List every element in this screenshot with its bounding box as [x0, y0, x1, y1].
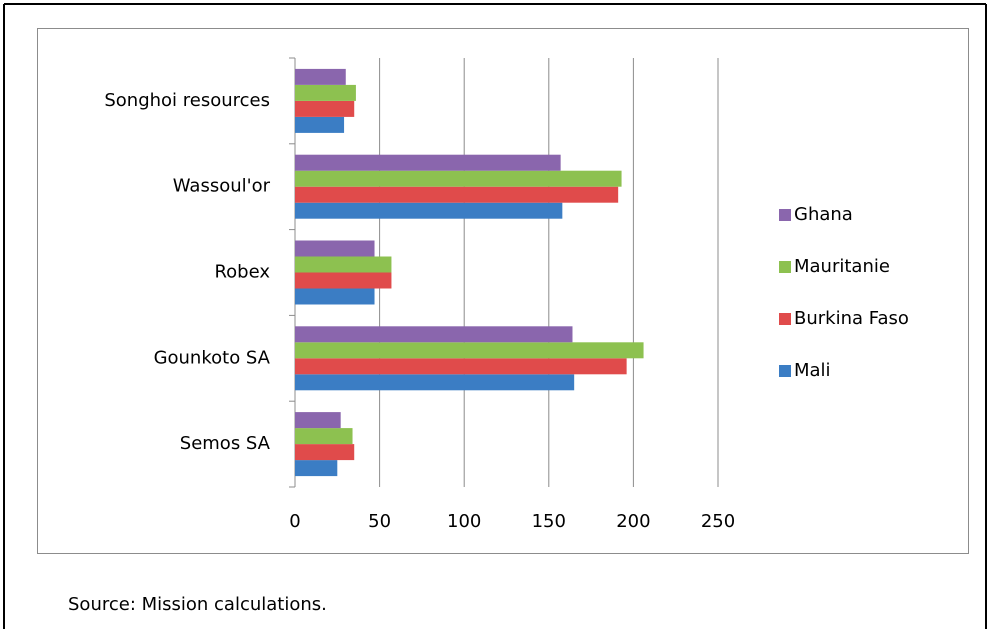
legend-label: Burkina Faso	[794, 308, 909, 329]
bar	[295, 444, 355, 461]
bar	[295, 84, 356, 101]
chart-area	[37, 28, 969, 554]
y-tick-label: Songhoi resources	[104, 90, 270, 111]
bar	[295, 374, 575, 391]
bar	[295, 412, 341, 429]
bar	[295, 326, 573, 343]
bar	[295, 256, 392, 273]
x-tick-label: 200	[616, 511, 650, 532]
bar	[295, 240, 375, 257]
bar	[295, 170, 622, 187]
bar	[295, 202, 563, 219]
legend-swatch	[779, 313, 791, 325]
x-tick-label: 50	[368, 511, 391, 532]
y-tick-label: Robex	[214, 262, 270, 283]
y-tick-label: Wassoul'or	[173, 176, 271, 197]
source-note: Source: Mission calculations.	[68, 594, 327, 615]
bar	[295, 358, 627, 375]
x-tick-label: 250	[701, 511, 735, 532]
legend-swatch	[779, 209, 791, 221]
y-tick-label: Gounkoto SA	[154, 347, 271, 368]
x-tick-label: 100	[447, 511, 481, 532]
bar	[295, 186, 619, 203]
y-tick-label: Semos SA	[180, 433, 271, 454]
bar	[295, 288, 375, 305]
bar	[295, 460, 338, 477]
bar	[295, 428, 353, 445]
bar	[295, 272, 392, 289]
legend-label: Ghana	[794, 204, 853, 225]
bar	[295, 116, 345, 133]
legend-label: Mali	[794, 360, 831, 381]
x-tick-label: 0	[289, 511, 300, 532]
bar	[295, 68, 346, 85]
legend-label: Mauritanie	[794, 256, 890, 277]
bar	[295, 100, 355, 117]
legend-swatch	[779, 261, 791, 273]
x-tick-label: 150	[532, 511, 566, 532]
bar	[295, 342, 644, 359]
legend-swatch	[779, 365, 791, 377]
bar	[295, 154, 561, 171]
